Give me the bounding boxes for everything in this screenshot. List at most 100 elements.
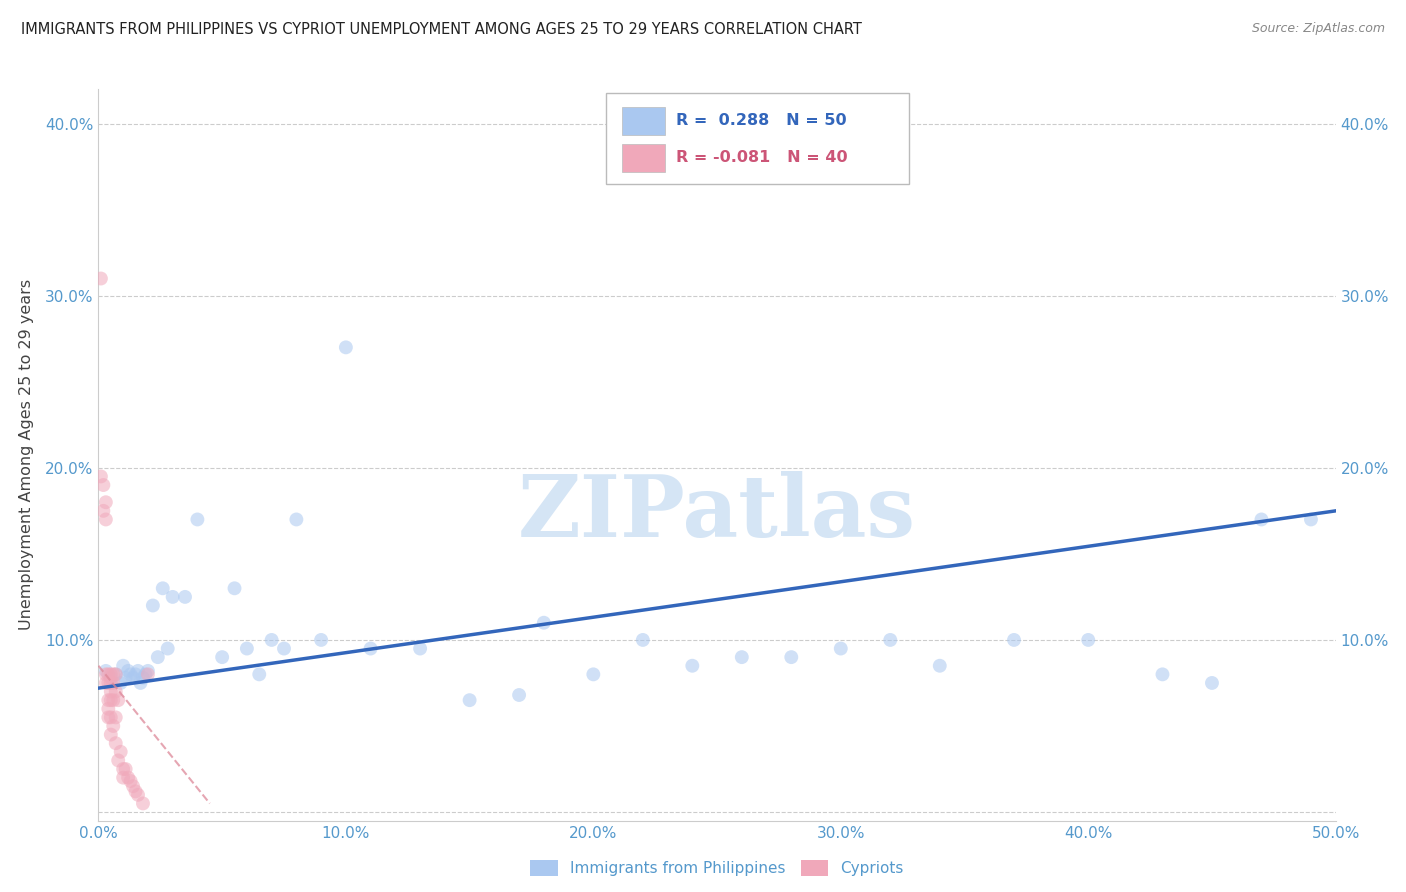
Point [103,667,125,681]
Point [94,495,117,509]
Point [1077,632,1099,647]
Point [114,671,136,685]
Text: R = -0.081   N = 40: R = -0.081 N = 40 [676,150,848,165]
Point [1152,667,1174,681]
Point [211,650,233,665]
Point [104,684,127,698]
Point [631,632,654,647]
Point [90,469,112,483]
Point [97,667,120,681]
Point [129,676,152,690]
Point [120,774,142,789]
Y-axis label: Unemployment Among Ages 25 to 29 years: Unemployment Among Ages 25 to 29 years [18,279,34,631]
Point [156,641,179,656]
Point [127,788,149,802]
Point [681,658,703,673]
Point [97,693,120,707]
Point [879,632,901,647]
Point [174,590,197,604]
Point [94,676,117,690]
Point [1299,512,1322,526]
Point [122,779,145,793]
Point [117,771,139,785]
Point [1201,676,1223,690]
Point [335,340,357,354]
FancyBboxPatch shape [621,144,665,172]
Point [97,702,120,716]
Point [247,667,270,681]
Point [533,615,555,630]
Point [124,784,146,798]
Legend: Immigrants from Philippines, Cypriots: Immigrants from Philippines, Cypriots [524,855,910,882]
Point [224,582,246,596]
Point [90,271,112,285]
Point [107,753,129,767]
Point [928,658,950,673]
Point [100,667,122,681]
Point [152,582,174,596]
Point [132,797,155,811]
Point [582,667,605,681]
Point [124,667,146,681]
Point [273,641,295,656]
Point [104,667,127,681]
Point [100,728,122,742]
Point [780,650,803,665]
Text: Source: ZipAtlas.com: Source: ZipAtlas.com [1251,22,1385,36]
Point [162,590,184,604]
Point [100,676,122,690]
Point [142,599,165,613]
Point [285,512,308,526]
Point [132,671,155,685]
Point [830,641,852,656]
Point [104,710,127,724]
Point [104,736,127,750]
Text: IMMIGRANTS FROM PHILIPPINES VS CYPRIOT UNEMPLOYMENT AMONG AGES 25 TO 29 YEARS CO: IMMIGRANTS FROM PHILIPPINES VS CYPRIOT U… [21,22,862,37]
Point [107,693,129,707]
FancyBboxPatch shape [606,93,908,185]
Point [136,664,159,678]
Point [104,667,127,681]
Point [1250,512,1272,526]
Point [112,771,135,785]
Text: R =  0.288   N = 50: R = 0.288 N = 50 [676,113,846,128]
Point [134,667,156,681]
Point [110,676,132,690]
Point [120,667,142,681]
Point [136,667,159,681]
Point [458,693,481,707]
Point [100,693,122,707]
Point [112,762,135,776]
Point [146,650,169,665]
Point [260,632,283,647]
Point [236,641,259,656]
Text: ZIPatlas: ZIPatlas [517,472,917,556]
Point [112,658,135,673]
Point [110,745,132,759]
Point [122,671,145,685]
Point [94,667,117,681]
Point [94,512,117,526]
Point [100,710,122,724]
Point [103,676,125,690]
FancyBboxPatch shape [621,108,665,136]
Point [97,676,120,690]
Point [731,650,754,665]
Point [186,512,208,526]
Point [409,641,432,656]
Point [117,664,139,678]
Point [508,688,530,702]
Point [93,478,115,492]
Point [309,632,332,647]
Point [93,504,115,518]
Point [114,762,136,776]
Point [103,719,125,733]
Point [97,710,120,724]
Point [100,684,122,698]
Point [1002,632,1025,647]
Point [100,671,122,685]
Point [127,664,149,678]
Point [360,641,382,656]
Point [103,693,125,707]
Point [94,664,117,678]
